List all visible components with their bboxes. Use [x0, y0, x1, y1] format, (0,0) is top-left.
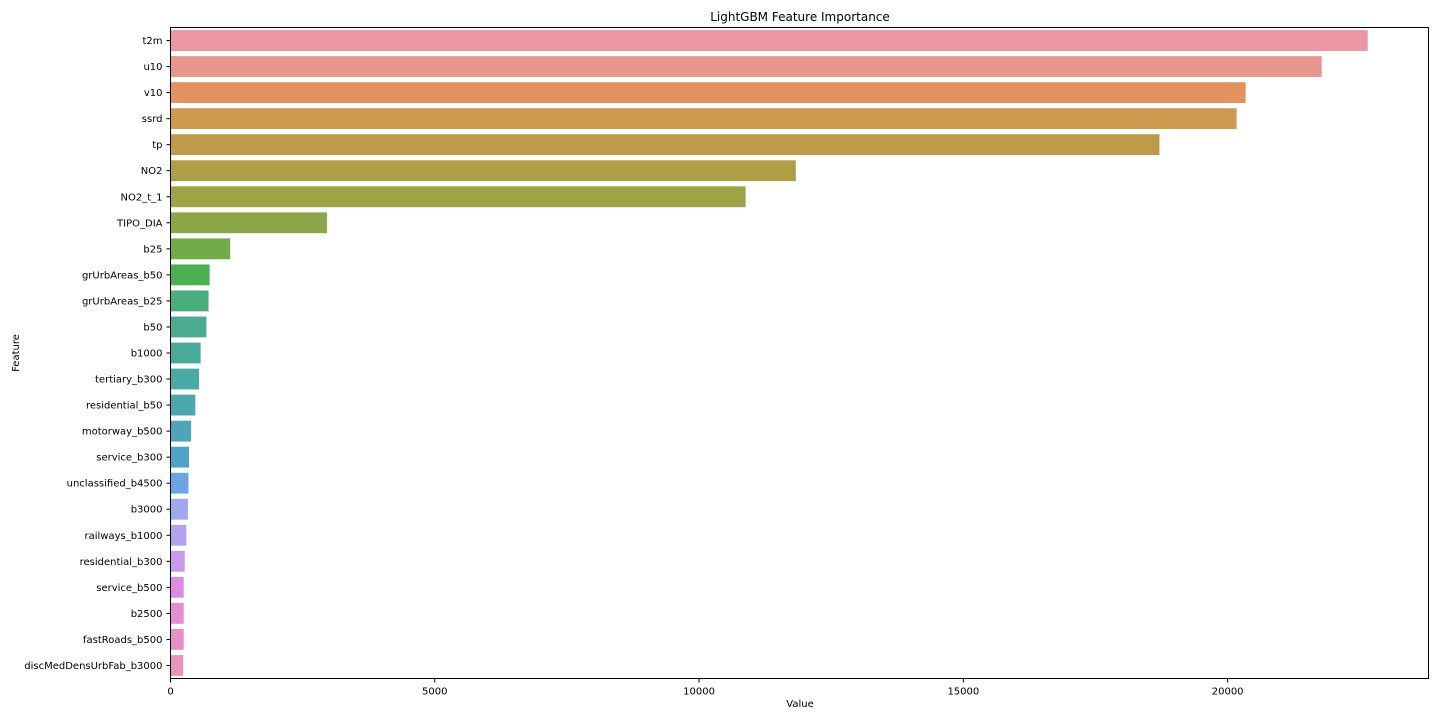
- y-tick-label: b25: [143, 244, 162, 255]
- y-tick-label: b2500: [131, 609, 163, 620]
- bar-b2500: [170, 602, 184, 624]
- bar-unclassified_b4500: [170, 472, 189, 494]
- chart-title: LightGBM Feature Importance: [710, 10, 890, 24]
- y-tick-label: service_b300: [96, 453, 162, 464]
- bar-b25: [170, 238, 231, 260]
- y-tick-label: b50: [143, 322, 162, 333]
- bar-NO2_t_1: [170, 186, 746, 208]
- bar-grUrbAreas_b25: [170, 290, 209, 312]
- bar-fastRoads_b500: [170, 629, 184, 650]
- bar-railways_b1000: [170, 524, 187, 546]
- y-tick-label: service_b500: [96, 583, 162, 594]
- x-axis-label: Value: [786, 699, 813, 710]
- bar-ssrd: [170, 108, 1237, 130]
- bar-residential_b50: [170, 394, 196, 416]
- y-tick-label: residential_b300: [80, 557, 163, 568]
- y-tick-label: grUrbAreas_b50: [82, 270, 163, 281]
- y-tick-label: unclassified_b4500: [67, 479, 163, 490]
- x-tick-label: 0: [167, 687, 173, 698]
- bar-tp: [170, 134, 1160, 156]
- bar-b50: [170, 316, 207, 338]
- y-tick-label: t2m: [142, 36, 162, 47]
- y-tick-label: tertiary_b300: [95, 375, 162, 386]
- bar-u10: [170, 56, 1322, 77]
- bars-group: [170, 30, 1368, 676]
- y-tick-label: TIPO_DIA: [116, 218, 163, 229]
- x-tick-label: 15000: [947, 687, 979, 698]
- bar-b1000: [170, 342, 201, 364]
- bar-grUrbAreas_b50: [170, 264, 210, 286]
- bar-service_b300: [170, 446, 189, 468]
- y-tick-label: residential_b50: [86, 401, 163, 412]
- x-axis: 0 5000 10000 15000 20000: [167, 678, 1244, 698]
- y-tick-label: tp: [152, 140, 162, 151]
- y-tick-label: discMedDensUrbFab_b3000: [24, 661, 162, 672]
- y-tick-label: b3000: [131, 505, 163, 516]
- bar-NO2: [170, 160, 796, 182]
- y-axis-label: Feature: [11, 334, 22, 372]
- bar-b3000: [170, 498, 188, 520]
- bar-motorway_b500: [170, 420, 192, 442]
- bar-TIPO_DIA: [170, 212, 327, 234]
- x-tick-label: 5000: [422, 687, 447, 698]
- bar-service_b500: [170, 576, 184, 598]
- bar-tertiary_b300: [170, 368, 200, 390]
- y-tick-label: v10: [144, 88, 163, 99]
- y-tick-label: ssrd: [142, 114, 163, 125]
- y-tick-label: railways_b1000: [84, 531, 162, 542]
- bar-discMedDensUrbFab_b3000: [170, 655, 184, 676]
- x-tick-label: 20000: [1212, 687, 1244, 698]
- x-tick-label: 10000: [683, 687, 715, 698]
- y-tick-label: u10: [143, 62, 162, 73]
- y-tick-label: b1000: [131, 349, 163, 360]
- bar-v10: [170, 82, 1246, 104]
- bar-t2m: [170, 30, 1368, 51]
- y-tick-label: NO2_t_1: [121, 192, 163, 203]
- y-tick-label: motorway_b500: [82, 427, 163, 438]
- y-tick-label: NO2: [141, 166, 163, 177]
- y-tick-label: fastRoads_b500: [83, 635, 163, 646]
- y-axis: t2m u10 v10 ssrd tp NO2 NO2_t_1 TIPO_DIA b25 grUr…: [24, 36, 171, 672]
- y-tick-label: grUrbAreas_b25: [82, 296, 163, 307]
- bar-residential_b300: [170, 550, 185, 572]
